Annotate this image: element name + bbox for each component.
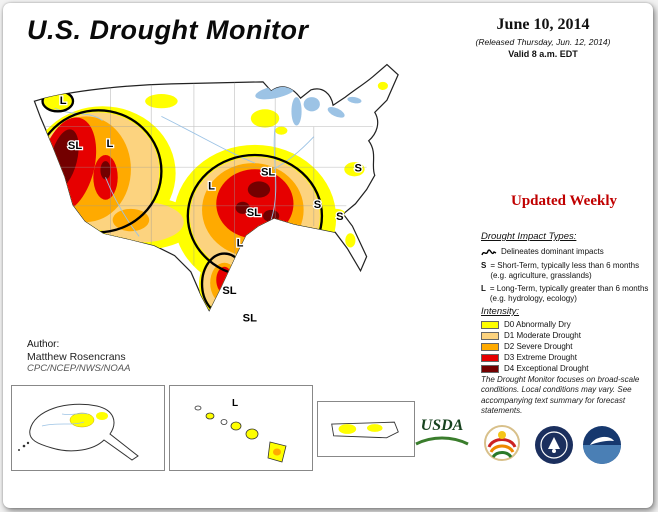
legend-item-d4: D4 Exceptional Drought: [481, 364, 653, 373]
intensity-heading: Intensity:: [481, 306, 520, 317]
usda-logo-text: USDA: [420, 417, 464, 434]
legend-label-d1: D1 Moderate Drought: [504, 331, 581, 340]
legend-label-d0: D0 Abnormally Dry: [504, 320, 571, 329]
long-term-key: L: [481, 283, 486, 293]
legend-swatch-d2: [481, 342, 499, 351]
disclaimer-text: The Drought Monitor focuses on broad-sca…: [481, 375, 640, 416]
map-label: L: [60, 95, 67, 107]
legend-item-d1: D1 Moderate Drought: [481, 331, 653, 340]
legend-swatch-d1: [481, 331, 499, 340]
impact-short-term-row: S = Short-Term, typically less than 6 mo…: [481, 261, 653, 281]
hawaii-inset: L: [169, 385, 313, 471]
updated-weekly-note: Updated Weekly: [511, 193, 617, 209]
legend-label-d4: D4 Exceptional Drought: [504, 364, 589, 373]
usda-logo: USDA: [409, 417, 475, 457]
rivers: [54, 107, 315, 237]
short-term-key: S: [481, 260, 487, 270]
legend-swatch-d3: [481, 353, 499, 362]
legend-item-d0: D0 Abnormally Dry: [481, 320, 653, 329]
author-name: Matthew Rosencrans: [27, 351, 126, 363]
ndmc-logo: [479, 421, 525, 470]
impact-types-heading: Drought Impact Types:: [481, 231, 577, 242]
map-label: S: [354, 162, 361, 174]
map-label: L: [237, 237, 244, 249]
map-label: SL: [247, 207, 261, 219]
short-term-text: = Short-Term, typically less than 6 mont…: [490, 260, 640, 280]
hawaii-impact-label: L: [232, 398, 238, 409]
great-lakes: [255, 84, 362, 126]
alaska-map: [18, 403, 139, 461]
usda-swoosh-icon: [415, 436, 469, 446]
map-label: SL: [222, 285, 236, 297]
commerce-seal-icon: [535, 426, 573, 464]
legend-label-d2: D2 Severe Drought: [504, 342, 573, 351]
state-borders: [34, 81, 373, 266]
impact-types-legend: Drought Impact Types: Delineates dominan…: [481, 231, 653, 307]
puerto-rico-map: [331, 421, 399, 439]
figure-frame: U.S. Drought Monitor June 10, 2014 (Rele…: [3, 3, 653, 508]
impact-long-term-row: L = Long-Term, typically greater than 6 …: [481, 284, 653, 304]
map-date: June 10, 2014: [496, 16, 590, 33]
valid-time: Valid 8 a.m. EDT: [508, 49, 578, 59]
legend-item-d3: D3 Extreme Drought: [481, 353, 653, 362]
map-impact-labels: L SL L SL L SL L SL SL S S S: [59, 94, 364, 326]
released-date: (Released Thursday, Jun. 12, 2014): [475, 37, 611, 47]
legend-swatch-d0: [481, 320, 499, 329]
map-label: SL: [261, 166, 275, 178]
map-label: L: [107, 138, 114, 150]
date-block: June 10, 2014 (Released Thursday, Jun. 1…: [439, 16, 647, 59]
map-label: L: [208, 181, 215, 193]
legend-swatch-d4: [481, 364, 499, 373]
map-label: S: [314, 199, 321, 211]
legend-label-d3: D3 Extreme Drought: [504, 353, 577, 362]
map-label: SL: [243, 313, 257, 325]
author-label: Author:: [27, 339, 60, 350]
author-block: Author: Matthew Rosencrans CPC/NCEP/NWS/…: [27, 339, 130, 374]
impact-delineation-text: Delineates dominant impacts: [501, 246, 604, 256]
map-label: SL: [68, 140, 82, 152]
noaa-logo: [581, 424, 623, 471]
delineation-line-icon: [481, 249, 497, 256]
map-label: S: [336, 211, 343, 223]
puerto-rico-inset: [317, 401, 415, 457]
ndmc-logo-icon: [484, 425, 520, 461]
impact-delineation-row: Delineates dominant impacts: [481, 247, 653, 258]
conus-map: L SL L SL L SL L SL SL S S S: [33, 63, 399, 326]
alaska-inset: [11, 385, 165, 471]
intensity-legend: Intensity: D0 Abnormally Dry D1 Moderate…: [481, 306, 653, 375]
hawaii-map: L: [194, 398, 287, 463]
author-org: CPC/NCEP/NWS/NOAA: [27, 363, 131, 374]
commerce-seal: [533, 424, 575, 471]
noaa-logo-icon: [583, 426, 621, 464]
legend-item-d2: D2 Severe Drought: [481, 342, 653, 351]
page-title: U.S. Drought Monitor: [27, 15, 309, 45]
long-term-text: = Long-Term, typically greater than 6 mo…: [489, 283, 649, 303]
